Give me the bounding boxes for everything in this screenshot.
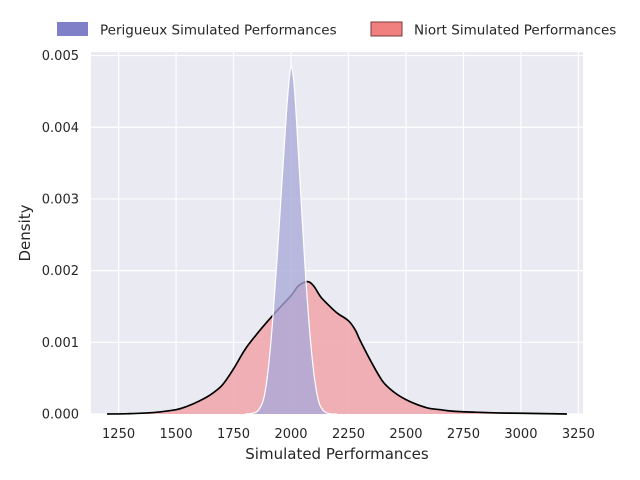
series-line-niort [107,280,567,415]
legend-swatch [57,22,88,36]
y-tick-label: 0.005 [42,49,79,64]
y-tick-label: 0.004 [42,121,79,136]
y-tick-label: 0.002 [42,264,79,279]
x-tick-label: 1500 [160,427,193,442]
series-layer [107,65,567,415]
x-tick-label: 2250 [332,427,365,442]
x-tick-label: 3000 [504,427,537,442]
legend: Perigueux Simulated Performances Niort Si… [57,21,616,39]
y-tick-label: 0.003 [42,192,79,207]
x-tick-label: 2750 [447,427,480,442]
series-area-perigueux [245,66,337,414]
legend-entry-label: Perigueux Simulated Performances [100,23,337,39]
series-area-niort [107,281,567,414]
series-line-perigueux [244,65,337,415]
x-tick-label: 1250 [102,427,135,442]
x-tick-label: 2000 [274,427,307,442]
x-tick-label: 1750 [217,427,250,442]
legend-swatch [370,21,403,37]
x-axis: 1250 1500 1750 2000 2250 2500 2750 3000 3250 [102,427,595,442]
y-axis: 0.000 0.001 0.002 0.003 0.004 0.005 [42,49,79,422]
legend-entry-label: Niort Simulated Performances [414,23,616,39]
x-axis-label: Simulated Performances [245,445,429,463]
y-tick-label: 0.001 [42,336,79,351]
x-tick-label: 2500 [389,427,422,442]
y-axis-label: Density [16,204,34,261]
x-tick-label: 3250 [562,427,595,442]
y-tick-label: 0.000 [42,408,79,423]
